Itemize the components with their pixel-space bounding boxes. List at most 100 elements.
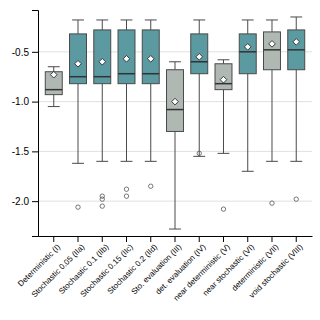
mean-marker bbox=[50, 71, 57, 78]
box-group bbox=[191, 20, 208, 156]
whisker-lower bbox=[150, 84, 151, 162]
box bbox=[215, 64, 232, 90]
whisker-cap-upper bbox=[169, 61, 181, 62]
box bbox=[45, 72, 62, 95]
whisker-cap-lower bbox=[290, 161, 302, 162]
whisker-cap-upper bbox=[218, 59, 230, 60]
mean-marker bbox=[220, 76, 227, 83]
median bbox=[70, 76, 87, 78]
x-tick-label: void stochastic (VIII) bbox=[247, 242, 305, 300]
x-axis: Deterministic (I)Stochastic 0.05 (IIa)St… bbox=[16, 236, 312, 303]
mean-marker bbox=[196, 53, 203, 60]
x-tick-mark bbox=[271, 236, 272, 242]
whisker-lower bbox=[271, 70, 272, 162]
box-group bbox=[288, 17, 305, 201]
y-tick-label: -1.0 bbox=[12, 96, 30, 107]
box bbox=[70, 34, 87, 84]
whisker-cap-upper bbox=[266, 19, 278, 20]
y-tick-mark bbox=[32, 151, 38, 152]
mean-marker bbox=[293, 39, 300, 46]
x-tick-mark bbox=[247, 236, 248, 242]
mean-marker bbox=[123, 55, 130, 62]
whisker-lower bbox=[126, 84, 127, 162]
whisker-lower bbox=[223, 90, 224, 154]
whisker-lower bbox=[296, 70, 297, 162]
whisker-upper bbox=[199, 20, 200, 34]
x-tick-mark bbox=[150, 236, 151, 242]
flier bbox=[124, 187, 128, 191]
y-axis-line bbox=[32, 11, 39, 237]
whisker-lower bbox=[53, 95, 54, 107]
whisker-cap-upper bbox=[72, 19, 84, 20]
whisker-cap-lower bbox=[72, 163, 84, 164]
mean-marker bbox=[99, 58, 106, 65]
median bbox=[94, 76, 111, 78]
flier bbox=[149, 184, 153, 188]
whisker-upper bbox=[102, 20, 103, 30]
box bbox=[288, 30, 305, 70]
whisker-upper bbox=[150, 20, 151, 30]
box-group bbox=[45, 67, 62, 107]
box bbox=[142, 30, 159, 84]
y-tick: -0.5 bbox=[12, 47, 38, 58]
flier bbox=[270, 201, 274, 205]
box bbox=[94, 30, 111, 84]
box-group bbox=[142, 20, 159, 188]
whisker-cap-upper bbox=[96, 19, 108, 20]
whisker-cap-lower bbox=[145, 161, 157, 162]
whisker-cap-lower bbox=[218, 153, 230, 154]
flier bbox=[221, 207, 225, 211]
y-tick-label: -1.5 bbox=[12, 146, 30, 157]
x-tick-mark bbox=[78, 236, 79, 242]
x-tick: near stochastic (VI) bbox=[201, 236, 256, 298]
x-tick-mark bbox=[102, 236, 103, 242]
whisker-cap-lower bbox=[242, 171, 254, 172]
mean-marker bbox=[75, 60, 82, 67]
y-tick-label: -0.5 bbox=[12, 47, 30, 58]
x-tick-mark bbox=[126, 236, 127, 242]
y-tick: -1.5 bbox=[12, 146, 38, 157]
box bbox=[167, 70, 184, 132]
flier bbox=[294, 197, 298, 201]
box-group bbox=[215, 60, 232, 212]
chart: -0.5 -1.0 -1.5 -2.0 Deterministic (I)Stochas… bbox=[0, 0, 320, 320]
median bbox=[191, 61, 208, 63]
y-tick-label: -2.0 bbox=[12, 196, 30, 207]
box-group bbox=[118, 20, 135, 198]
x-tick: Deterministic (I) bbox=[16, 236, 62, 288]
y-tick-mark bbox=[32, 52, 38, 53]
whisker-cap-upper bbox=[48, 66, 60, 67]
x-tick-mark bbox=[223, 236, 224, 242]
whisker-cap-upper bbox=[121, 19, 133, 20]
y-tick: -2.0 bbox=[12, 196, 38, 207]
mean-marker bbox=[147, 55, 154, 62]
whisker-cap-lower bbox=[193, 156, 205, 157]
flier bbox=[124, 194, 128, 198]
whisker-upper bbox=[223, 60, 224, 64]
whisker-cap-lower bbox=[96, 161, 108, 162]
whisker-lower bbox=[78, 84, 79, 164]
median bbox=[142, 73, 159, 75]
marks bbox=[45, 17, 304, 229]
whisker-cap-upper bbox=[242, 19, 254, 20]
x-tick-mark bbox=[175, 236, 176, 242]
median bbox=[118, 73, 135, 75]
box bbox=[264, 32, 281, 70]
flier bbox=[100, 204, 104, 208]
flier bbox=[76, 205, 80, 209]
median bbox=[264, 49, 281, 51]
whisker-upper bbox=[78, 20, 79, 34]
x-tick-mark bbox=[296, 236, 297, 242]
whisker-cap-lower bbox=[266, 161, 278, 162]
whisker-upper bbox=[175, 62, 176, 70]
median bbox=[45, 89, 62, 91]
box-group bbox=[264, 20, 281, 205]
whisker-cap-upper bbox=[145, 19, 157, 20]
box bbox=[239, 34, 256, 74]
x-tick-label: Deterministic (I) bbox=[16, 242, 62, 288]
x-tick-mark bbox=[199, 236, 200, 242]
box bbox=[191, 34, 208, 74]
x-tick: void stochastic (VIII) bbox=[247, 236, 305, 300]
whisker-lower bbox=[102, 84, 103, 162]
y-tick-mark bbox=[32, 201, 38, 202]
